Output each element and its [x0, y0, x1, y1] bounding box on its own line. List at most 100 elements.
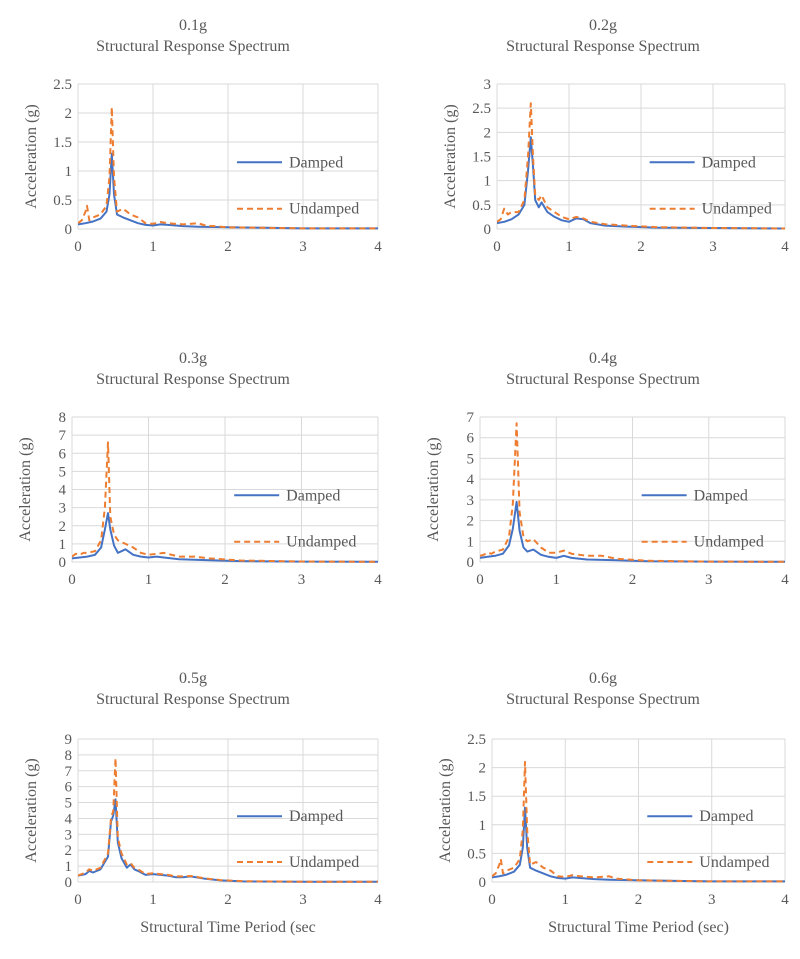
- legend-label-damped: Damped: [702, 154, 756, 171]
- series-line-damped: [480, 500, 785, 563]
- y-tick-label: 0: [59, 555, 67, 571]
- y-tick-label: 7: [65, 764, 73, 780]
- x-tick-label: 2: [221, 572, 229, 588]
- y-tick-label: 2: [479, 761, 487, 777]
- x-tick-label: 2: [637, 239, 645, 255]
- x-tick-label: 4: [374, 239, 382, 255]
- x-tick-label: 4: [374, 572, 382, 588]
- y-tick-label: 3: [59, 501, 67, 517]
- series-line-undamped: [72, 441, 378, 563]
- y-tick-label: 2: [65, 843, 73, 859]
- y-tick-label: 1: [479, 818, 487, 834]
- y-tick-label: 6: [59, 446, 67, 462]
- y-tick-label: 2: [484, 125, 492, 141]
- y-axis-label: Acceleration (g): [17, 437, 34, 541]
- y-tick-label: 9: [65, 732, 73, 748]
- y-tick-label: 1.5: [467, 789, 486, 805]
- y-tick-label: 0: [479, 875, 487, 891]
- y-tick-label: 3: [65, 827, 73, 843]
- x-axis-label: Structural Time Period (sec): [548, 919, 729, 936]
- y-tick-label: 7: [467, 410, 475, 426]
- series-line-undamped: [492, 760, 785, 883]
- chart-subtitle: Structural Response Spectrum: [506, 691, 700, 708]
- x-tick-label: 1: [565, 239, 573, 255]
- x-tick-label: 0: [488, 892, 496, 908]
- chart-title: 0.1g: [179, 17, 207, 34]
- y-tick-label: 4: [467, 472, 475, 488]
- y-tick-label: 1.5: [472, 150, 491, 166]
- y-tick-label: 2.5: [467, 732, 486, 748]
- chart-panel-4: 0.4g Structural Response Spectrum 0 1 2 3 4 5 6 7…: [425, 350, 789, 588]
- chart-title: 0.5g: [179, 670, 207, 687]
- y-tick-label: 0: [65, 222, 73, 238]
- legend-label-damped: Damped: [286, 487, 340, 504]
- series-line-undamped: [480, 422, 785, 563]
- chart-subtitle: Structural Response Spectrum: [96, 691, 290, 708]
- x-tick-label: 4: [781, 239, 789, 255]
- x-tick-label: 0: [74, 892, 82, 908]
- y-axis-label: Acceleration (g): [23, 104, 40, 208]
- y-tick-label: 8: [65, 748, 73, 764]
- x-tick-label: 0: [493, 239, 501, 255]
- legend-label-damped: Damped: [699, 808, 753, 825]
- chart-subtitle: Structural Response Spectrum: [96, 371, 290, 388]
- y-tick-label: 1: [59, 537, 67, 553]
- y-axis-label: Acceleration (g): [437, 758, 454, 862]
- y-tick-label: 2.5: [53, 77, 72, 93]
- y-tick-label: 0.5: [472, 198, 491, 214]
- y-axis-label: Acceleration (g): [425, 437, 442, 541]
- x-tick-label: 3: [298, 572, 306, 588]
- x-tick-label: 4: [781, 892, 789, 908]
- x-tick-label: 2: [224, 239, 232, 255]
- x-tick-label: 3: [299, 239, 307, 255]
- chart-panel-3: 0.3g Structural Response Spectrum 0 1 2 3 4 5 6 7…: [17, 350, 382, 588]
- y-tick-label: 2: [467, 514, 475, 530]
- legend-label-undamped: Undamped: [289, 854, 359, 871]
- chart-subtitle: Structural Response Spectrum: [96, 38, 290, 55]
- y-tick-label: 5: [65, 796, 73, 812]
- x-tick-label: 0: [74, 239, 82, 255]
- y-tick-label: 1: [467, 534, 475, 550]
- x-tick-label: 2: [629, 572, 637, 588]
- y-tick-label: 5: [59, 464, 67, 480]
- x-tick-label: 3: [299, 892, 307, 908]
- chart-title: 0.2g: [589, 17, 617, 34]
- y-tick-label: 1: [484, 174, 492, 190]
- y-tick-label: 1.5: [53, 135, 72, 151]
- chart-panel-6: 0.6g Structural Response Spectrum 0 0.5 1 1.5…: [437, 670, 789, 936]
- chart-panel-2: 0.2g Structural Response Spectrum 0 0.5 1 1.5…: [442, 17, 789, 255]
- series-line-damped: [492, 806, 785, 883]
- series-line-damped: [72, 512, 378, 563]
- x-tick-label: 1: [145, 572, 153, 588]
- legend-label-undamped: Undamped: [702, 201, 772, 218]
- y-tick-label: 2.5: [472, 101, 491, 117]
- series-line-undamped: [78, 757, 378, 883]
- legend-label-damped: Damped: [694, 487, 748, 504]
- y-tick-label: 8: [59, 410, 67, 426]
- x-tick-label: 0: [68, 572, 76, 588]
- legend-label-undamped: Undamped: [694, 534, 764, 551]
- y-axis-label: Acceleration (g): [442, 104, 459, 208]
- y-tick-label: 4: [59, 483, 67, 499]
- x-axis-label: Structural Time Period (sec: [140, 919, 316, 936]
- y-tick-label: 1: [65, 859, 73, 875]
- legend-label-damped: Damped: [289, 808, 343, 825]
- x-tick-label: 1: [149, 892, 157, 908]
- y-tick-label: 6: [467, 431, 475, 447]
- series-line-undamped: [78, 106, 378, 230]
- x-tick-label: 2: [635, 892, 643, 908]
- x-tick-label: 3: [708, 892, 716, 908]
- y-axis-label: Acceleration (g): [23, 758, 40, 862]
- y-tick-label: 2: [65, 106, 73, 122]
- legend-label-damped: Damped: [289, 154, 343, 171]
- y-tick-label: 0.5: [53, 193, 72, 209]
- legend-label-undamped: Undamped: [699, 854, 769, 871]
- y-tick-label: 0: [484, 222, 492, 238]
- y-tick-label: 7: [59, 428, 67, 444]
- chart-title: 0.3g: [179, 350, 207, 367]
- chart-title: 0.4g: [589, 350, 617, 367]
- x-tick-label: 3: [705, 572, 713, 588]
- series-line-undamped: [497, 102, 785, 230]
- x-tick-label: 4: [781, 572, 789, 588]
